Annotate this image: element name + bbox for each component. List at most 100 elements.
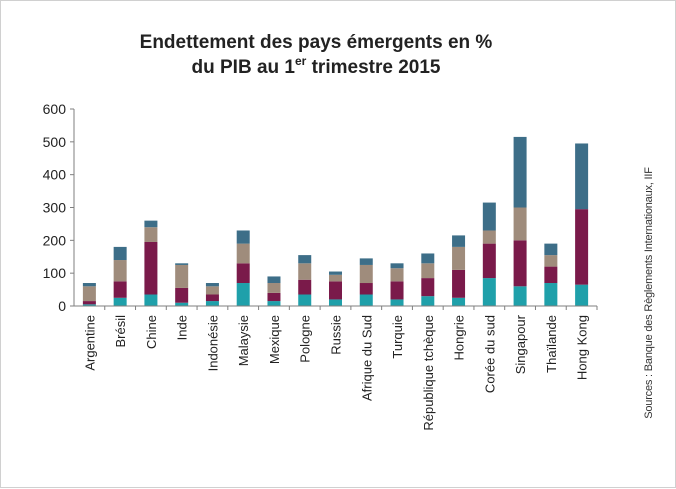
chart-title-line-1: Endettement des pays émergents en %: [140, 32, 493, 53]
bar-segment-3: [329, 271, 342, 275]
x-category-label: Afrique du Sud: [359, 315, 374, 401]
bar-segment-0: [82, 304, 96, 306]
bars: [82, 136, 589, 306]
x-category-label: Malaysie: [236, 315, 251, 366]
y-tick-label: 400: [43, 167, 67, 183]
source-note: Sources : Banque des Règlements Internat…: [643, 167, 655, 419]
bar-segment-2: [390, 268, 404, 282]
bar-segment-1: [144, 241, 158, 295]
chart-title-line-2-suffix: trimestre 2015: [306, 57, 441, 78]
bar-segment-1: [544, 266, 558, 284]
bar-segment-3: [175, 263, 189, 265]
y-tick-label: 300: [43, 200, 67, 216]
bar-segment-0: [513, 286, 527, 306]
y-tick-label: 600: [43, 101, 67, 117]
bar-segment-3: [82, 283, 96, 287]
bar-segment-3: [544, 243, 558, 256]
bar-segment-3: [359, 258, 373, 265]
x-axis: Argentine Brésil Chine Inde Indonésie Malaysi…: [74, 305, 598, 431]
bar-segment-2: [359, 264, 373, 284]
bar-segment-0: [205, 301, 219, 306]
bar-segment-2: [267, 283, 281, 293]
bar-segment-1: [575, 209, 589, 285]
bar-segment-1: [175, 287, 189, 303]
bar-segment-3: [298, 255, 312, 264]
bar-segment-2: [513, 207, 527, 241]
x-category-label: Russie: [329, 315, 344, 355]
bar-segment-3: [205, 283, 219, 287]
x-category-label: Chine: [144, 315, 159, 349]
bar-segment-3: [390, 263, 404, 269]
chart-title-line-2-prefix: du PIB au 1: [192, 57, 296, 78]
bar-segment-2: [113, 260, 127, 282]
bar-segment-0: [175, 302, 189, 306]
bar-segment-2: [236, 243, 250, 264]
bar-segment-0: [482, 278, 496, 306]
x-category-label: République tchèque: [421, 315, 436, 431]
bar-segment-2: [82, 286, 96, 302]
bar-segment-2: [144, 227, 158, 242]
bar-segment-0: [113, 297, 127, 306]
bar-segment-1: [329, 281, 342, 300]
y-tick-label: 500: [43, 134, 67, 150]
y-axis: 0 100 200 300 400 500 600: [43, 101, 75, 314]
y-tick-label: 100: [43, 265, 67, 281]
bar-segment-1: [359, 283, 373, 295]
x-category-label: Brésil: [113, 315, 128, 348]
bar-segment-1: [113, 281, 127, 298]
bar-segment-1: [390, 281, 404, 300]
bar-segment-0: [298, 294, 312, 306]
x-category-label: Hong Kong: [575, 315, 590, 380]
bar-segment-1: [482, 243, 496, 279]
chart-title-superscript: er: [295, 54, 307, 68]
bar-segment-0: [359, 294, 373, 306]
bar-segment-1: [452, 269, 466, 298]
bar-segment-2: [452, 246, 466, 270]
x-category-label: Corée du sud: [482, 315, 497, 393]
bar-segment-1: [82, 301, 96, 305]
bar-segment-2: [544, 255, 558, 267]
bar-segment-0: [544, 283, 558, 306]
bar-segment-2: [482, 230, 496, 244]
bar-segment-1: [421, 278, 435, 297]
bar-segment-2: [175, 264, 189, 288]
bar-segment-0: [452, 297, 466, 306]
bar-segment-0: [236, 283, 250, 306]
y-tick-label: 200: [43, 232, 67, 248]
bar-segment-0: [575, 284, 589, 306]
x-category-label: Turquie: [390, 315, 405, 359]
bar-segment-2: [298, 263, 312, 280]
bar-segment-3: [267, 276, 281, 284]
bar-segment-3: [144, 220, 158, 228]
bar-segment-3: [452, 235, 466, 247]
x-category-label: Inde: [175, 315, 190, 340]
bar-segment-3: [236, 230, 250, 244]
x-category-label: Singapour: [513, 314, 528, 374]
bar-segment-2: [329, 274, 342, 282]
x-category-label: Mexique: [267, 315, 282, 364]
bar-segment-3: [113, 246, 127, 261]
bar-segment-0: [267, 301, 281, 306]
x-category-label: Hongrie: [452, 315, 467, 361]
y-tick-label: 0: [58, 298, 66, 314]
chart-title-line-2: du PIB au 1er trimestre 2015: [192, 54, 441, 78]
bar-segment-3: [513, 136, 527, 208]
bar-segment-1: [267, 292, 281, 302]
bar-segment-0: [390, 299, 404, 306]
bar-segment-1: [205, 294, 219, 302]
bar-segment-0: [329, 299, 342, 306]
bar-segment-3: [575, 143, 589, 210]
bar-segment-2: [421, 263, 435, 279]
x-category-label: Argentine: [82, 315, 97, 371]
bar-segment-0: [144, 294, 158, 306]
bar-segment-1: [513, 240, 527, 287]
x-category-label: Pologne: [298, 315, 313, 363]
bar-segment-3: [421, 253, 435, 264]
bar-segment-1: [236, 263, 250, 284]
x-category-label: Indonésie: [205, 315, 220, 371]
x-category-label: Thaïlande: [544, 315, 559, 373]
bar-segment-1: [298, 279, 312, 295]
bar-segment-2: [205, 286, 219, 295]
